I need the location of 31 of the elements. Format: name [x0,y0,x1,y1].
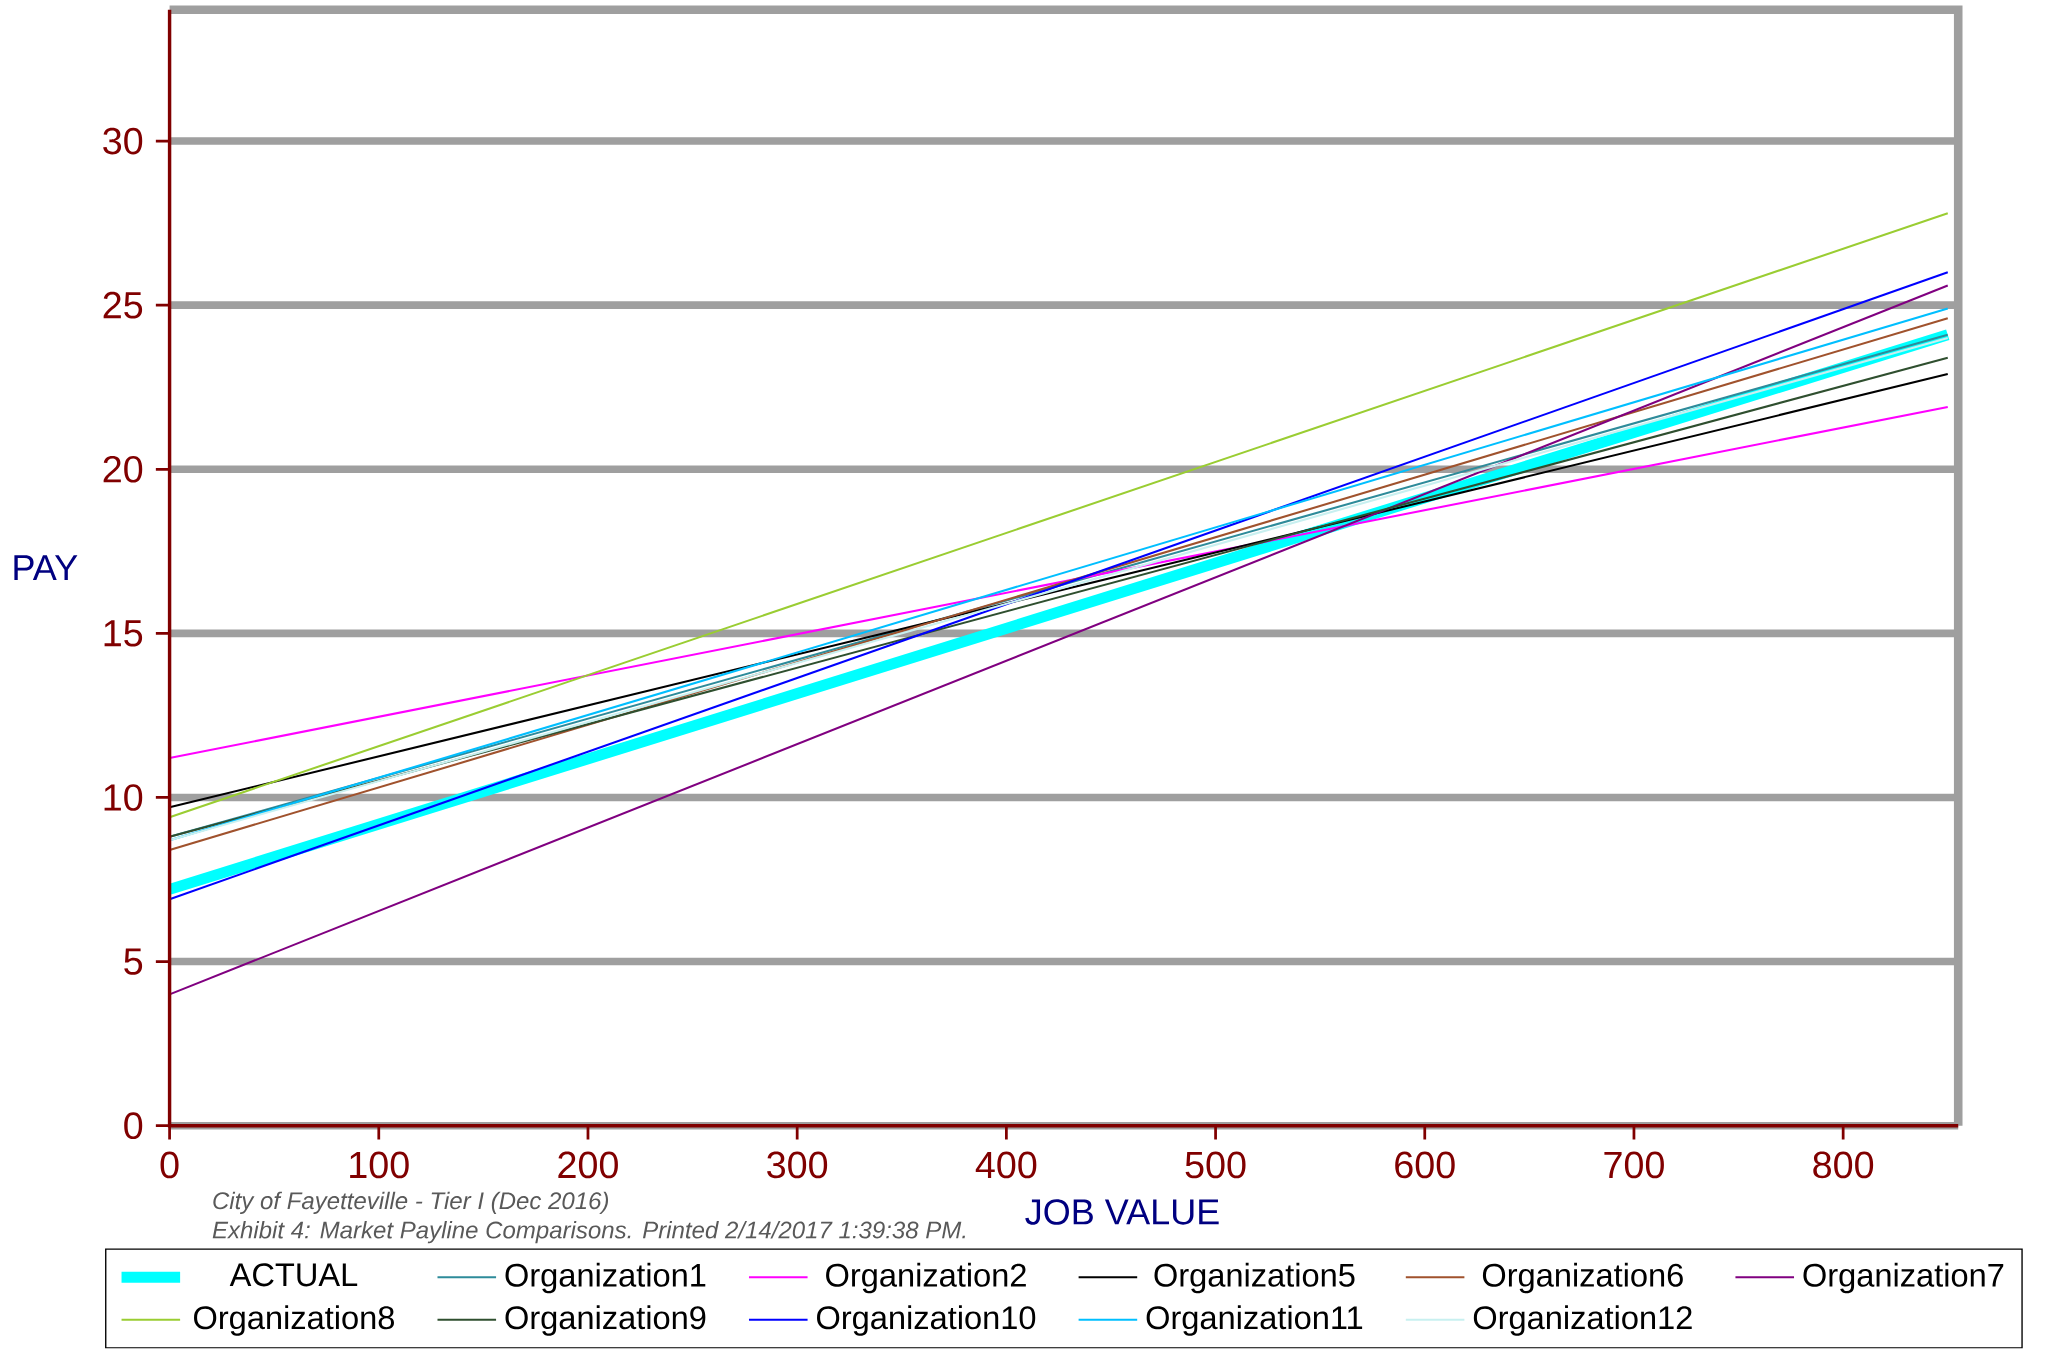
y-tick-label: 25 [103,292,143,319]
legend-label: ACTUAL [229,1263,358,1287]
x-axis-title: JOB VALUE [1025,1199,1219,1225]
legend-label: Organization7 [1803,1263,2004,1294]
y-tick-label: 20 [103,456,143,483]
legend-label: Organization1 [505,1263,706,1294]
legend-label: Organization12 [1473,1305,1692,1336]
x-tick-label: 300 [767,1151,828,1179]
x-tick-label: 400 [975,1151,1037,1179]
text: Exhibit 4: Market Payline Comparisons. Printed 2/14/2017 1:39:38 PM. [212,1221,966,1244]
x-tick-label: 500 [1185,1151,1246,1179]
x-tick-label: 600 [1395,1151,1455,1179]
x-tick-label: 700 [1604,1151,1664,1179]
x-tick-label: 800 [1813,1151,1874,1179]
legend-label: Organization2 [826,1263,1026,1294]
legend-label: Organization8 [194,1305,394,1336]
y-tick-label: 30 [103,127,143,155]
y-axis-title: PAY [14,555,78,581]
x-tick-label: 100 [350,1151,409,1179]
x-tick-label: 0 [160,1151,179,1179]
y-tick-label: 10 [104,784,143,812]
x-tick-label: 200 [558,1151,618,1179]
legend-label: Organization10 [817,1305,1036,1336]
legend-label: Organization11 [1146,1305,1363,1336]
legend-label: Organization9 [505,1305,706,1336]
text: City of Fayetteville - Tier I (Dec 2016) [213,1191,609,1215]
y-tick-label: 0 [124,1112,143,1140]
legend-label: Organization6 [1482,1263,1683,1294]
y-tick-label: 5 [124,948,143,975]
legend-label: Organization5 [1154,1263,1355,1294]
y-tick-label: 15 [104,620,143,647]
